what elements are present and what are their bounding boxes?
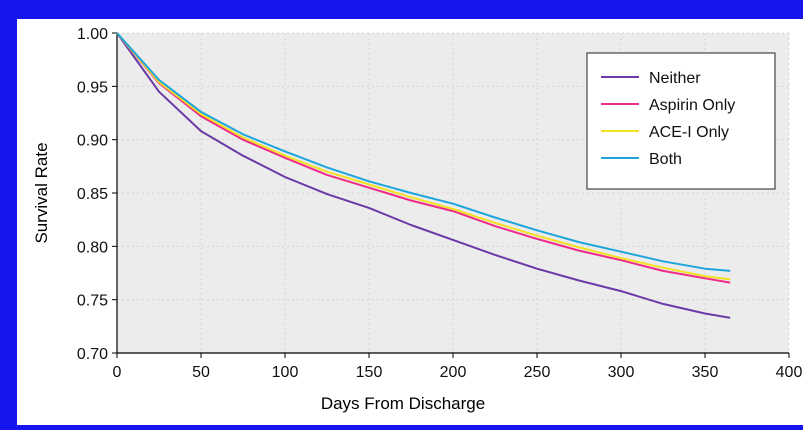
y-tick-label: 0.75 xyxy=(77,293,108,310)
legend-box xyxy=(586,52,776,190)
y-tick-label: 0.95 xyxy=(77,79,108,96)
x-tick-label: 400 xyxy=(776,364,803,381)
series-line-0 xyxy=(116,32,731,319)
tick-labels: 0.70 0.75 0.80 0.85 0.90 0.95 1.00 0 50 100 150 200… xyxy=(77,26,803,381)
legend-label: Both xyxy=(649,151,682,168)
x-axis-label: Days From Discharge xyxy=(321,394,485,413)
y-tick-label: 0.80 xyxy=(77,239,108,256)
survival-chart: 0.70 0.75 0.80 0.85 0.90 0.95 1.00 0 50 100 150 200… xyxy=(32,26,803,413)
grid-lines xyxy=(117,32,790,353)
chart-panel: 0.70 0.75 0.80 0.85 0.90 0.95 1.00 0 50 100 150 200… xyxy=(17,19,803,425)
legend-label: Aspirin Only xyxy=(649,97,735,114)
y-tick-label: 0.70 xyxy=(77,346,108,363)
x-tick-label: 100 xyxy=(272,364,299,381)
y-tick-label: 0.85 xyxy=(77,186,108,203)
series-lines xyxy=(116,32,731,319)
x-tick-label: 0 xyxy=(113,364,122,381)
y-axis-label: Survival Rate xyxy=(32,142,51,243)
y-tick-label: 1.00 xyxy=(77,26,108,43)
y-tick-label: 0.90 xyxy=(77,133,108,150)
x-tick-label: 50 xyxy=(192,364,210,381)
x-tick-label: 150 xyxy=(356,364,383,381)
series-line-1 xyxy=(116,32,731,284)
legend-label: Neither xyxy=(649,70,701,87)
axes xyxy=(112,32,790,358)
series-line-3 xyxy=(116,32,731,272)
x-tick-label: 350 xyxy=(692,364,719,381)
x-tick-label: 200 xyxy=(440,364,467,381)
legend-label: ACE-I Only xyxy=(649,124,729,141)
x-tick-label: 300 xyxy=(608,364,635,381)
legend: Neither Aspirin Only ACE-I Only Both xyxy=(586,52,776,190)
series-line-2 xyxy=(116,32,731,281)
x-tick-label: 250 xyxy=(524,364,551,381)
